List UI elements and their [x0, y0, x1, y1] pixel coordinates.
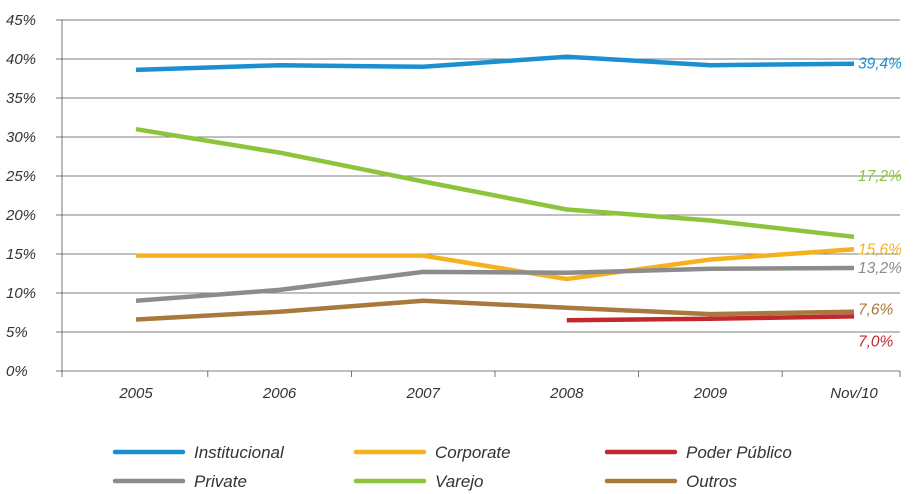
series-line-varejo	[135, 126, 855, 240]
x-axis-ticks: 2005 2006 2007 2008 2009 Nov/10	[61, 371, 901, 402]
y-tick-label: 20%	[5, 207, 36, 224]
y-tick-label: 0%	[6, 363, 28, 380]
legend-label: Corporate	[435, 443, 511, 462]
legend-item: Corporate	[353, 443, 511, 462]
end-value-label: 39,4%	[858, 56, 902, 73]
y-tick-label: 15%	[6, 246, 36, 263]
x-tick-label: Nov/10	[830, 385, 878, 402]
end-value-label: 17,2%	[858, 168, 902, 185]
y-tick-label: 10%	[6, 285, 36, 302]
legend: Institucional Corporate Poder Público Priva…	[112, 443, 792, 491]
legend-item: Poder Público	[604, 443, 792, 462]
x-tick-label: 2008	[549, 385, 584, 402]
legend-item: Institucional	[112, 443, 285, 462]
legend-label: Varejo	[435, 472, 484, 491]
series-line-institucional	[135, 54, 855, 73]
x-tick-label: 2009	[693, 385, 728, 402]
y-axis-ticks: 0% 5% 10% 15% 20% 25% 30% 35% 40% 45%	[5, 12, 62, 380]
series-lines	[135, 54, 855, 323]
axes	[61, 20, 900, 372]
y-tick-label: 30%	[6, 129, 36, 146]
legend-label: Private	[194, 472, 247, 491]
legend-label: Poder Público	[686, 443, 792, 462]
end-value-label: 7,6%	[858, 302, 894, 319]
legend-item: Private	[112, 472, 247, 491]
series-line-corporate	[136, 247, 855, 282]
series-line-private	[135, 265, 855, 304]
x-tick-label: 2007	[406, 385, 441, 402]
y-tick-label: 45%	[6, 12, 36, 29]
legend-label: Institucional	[194, 443, 285, 462]
y-tick-label: 35%	[6, 90, 36, 107]
series-line-poder-p-blico	[566, 314, 855, 323]
series-line-outros	[135, 298, 855, 322]
end-value-label: 15,6%	[858, 241, 902, 258]
end-value-label: 13,2%	[858, 260, 902, 277]
legend-label: Outros	[686, 472, 738, 491]
x-tick-label: 2006	[262, 385, 297, 402]
end-value-label: 7,0%	[858, 333, 894, 350]
end-value-labels: 39,4% 15,6% 7,0% 13,2% 17,2% 7,6%	[858, 56, 902, 351]
y-tick-label: 25%	[5, 168, 36, 185]
y-tick-label: 40%	[6, 51, 36, 68]
y-tick-label: 5%	[6, 324, 28, 341]
legend-item: Outros	[604, 472, 738, 491]
x-tick-label: 2005	[118, 385, 153, 402]
legend-item: Varejo	[353, 472, 484, 491]
